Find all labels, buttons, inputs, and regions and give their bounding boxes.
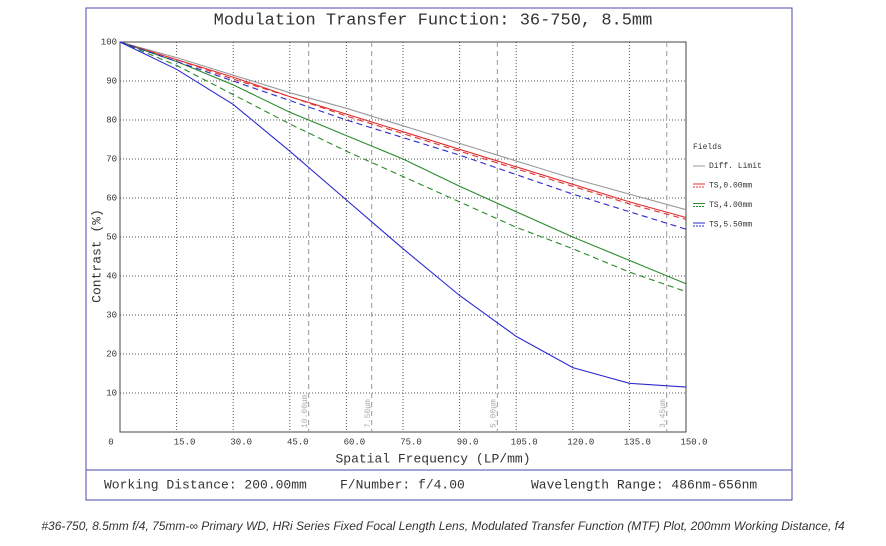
y-tick-label: 50 — [106, 232, 117, 242]
x-tick-label: 90.0 — [457, 437, 479, 447]
x-tick-label: 30.0 — [230, 437, 252, 447]
y-tick-label: 100 — [101, 37, 117, 47]
line-sagittal — [119, 41, 687, 220]
x-tick-label: 15.0 — [174, 437, 196, 447]
y-tick-label: 90 — [106, 76, 117, 86]
legend-label: TS,0.00mm — [709, 182, 752, 191]
y-tick-label: 30 — [106, 310, 117, 320]
x-tick-label: 150.0 — [680, 437, 707, 447]
footer-item: Working Distance: 200.00mm — [104, 477, 307, 492]
legend-label: Diff. Limit — [709, 162, 762, 171]
x-tick-label: 105.0 — [511, 437, 538, 447]
plot-border — [119, 41, 687, 433]
legend-label: TS,5.50mm — [709, 221, 752, 230]
nyquist-label: 3.45μm — [659, 399, 668, 428]
y-tick-label: 10 — [106, 388, 117, 398]
y-tick-label: 20 — [106, 349, 117, 359]
x-tick-label: 0 — [108, 437, 113, 447]
footer-item: F/Number: f/4.00 — [340, 477, 465, 492]
nyquist-label: 10.00μm — [301, 394, 310, 428]
x-tick-label: 60.0 — [344, 437, 366, 447]
y-tick-label: 70 — [106, 154, 117, 164]
frame — [85, 7, 793, 501]
line-tangential — [119, 41, 687, 388]
y-axis-label: Contrast (%) — [89, 209, 104, 303]
x-tick-label: 75.0 — [400, 437, 422, 447]
nyquist-label: 7.50μm — [364, 399, 373, 428]
line-tangential — [119, 41, 687, 211]
x-tick-label: 45.0 — [287, 437, 309, 447]
x-axis-label: Spatial Frequency (LP/mm) — [335, 451, 530, 466]
chart-title: Modulation Transfer Function: 36-750, 8.… — [214, 11, 653, 30]
x-tick-label: 120.0 — [567, 437, 594, 447]
x-tick-label: 135.0 — [624, 437, 651, 447]
caption: #36-750, 8.5mm f/4, 75mm-∞ Primary WD, H… — [41, 519, 845, 533]
line-sagittal — [119, 41, 687, 293]
nyquist-label: 5.00μm — [489, 399, 498, 428]
legend-label: TS,4.00mm — [709, 201, 752, 210]
line-tangential — [119, 41, 687, 219]
y-tick-label: 40 — [106, 271, 117, 281]
legend-title: Fields — [693, 143, 722, 152]
footer-item: Wavelength Range: 486nm-656nm — [531, 477, 757, 492]
line-tangential — [119, 41, 687, 285]
y-tick-label: 80 — [106, 115, 117, 125]
y-tick-label: 60 — [106, 193, 117, 203]
